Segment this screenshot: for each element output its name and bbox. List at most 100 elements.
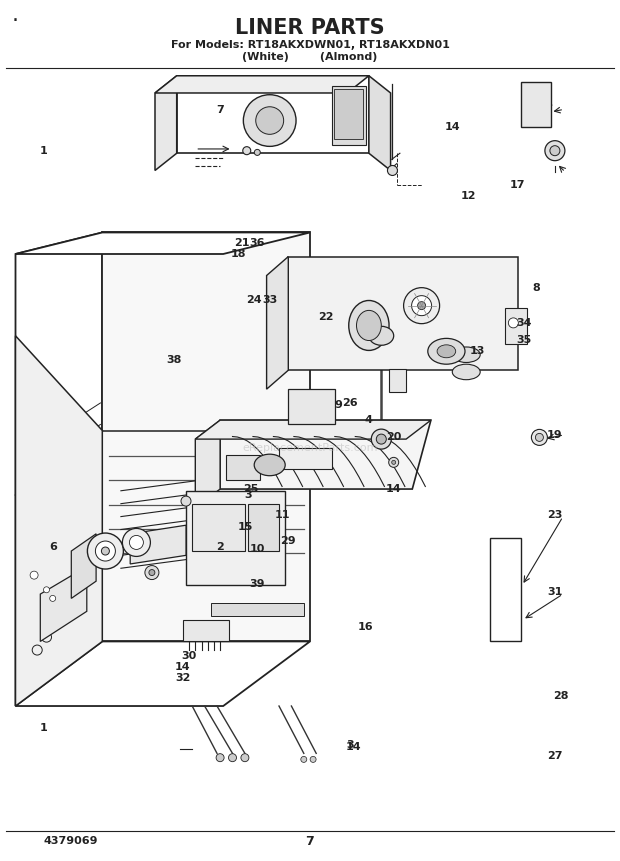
Text: 38: 38 — [166, 355, 181, 365]
Text: 14: 14 — [445, 122, 461, 133]
Circle shape — [371, 429, 391, 449]
Text: 4: 4 — [365, 415, 373, 425]
Circle shape — [43, 587, 50, 592]
Text: 13: 13 — [470, 346, 485, 356]
Bar — [332, 86, 366, 145]
Circle shape — [536, 433, 543, 442]
Text: For Models: RT18AKXDWN01, RT18AKXDN01: For Models: RT18AKXDWN01, RT18AKXDN01 — [170, 40, 450, 50]
Text: 7: 7 — [216, 105, 224, 115]
Ellipse shape — [348, 300, 389, 350]
Text: 23: 23 — [547, 510, 562, 520]
Text: 36: 36 — [249, 238, 265, 248]
Text: (White)        (Almond): (White) (Almond) — [242, 52, 378, 62]
Circle shape — [181, 496, 191, 506]
Text: 10: 10 — [250, 544, 265, 554]
Text: 30: 30 — [182, 651, 197, 661]
Ellipse shape — [356, 311, 381, 341]
Polygon shape — [490, 538, 521, 641]
Polygon shape — [279, 448, 332, 469]
Text: 9: 9 — [334, 400, 342, 410]
Bar — [288, 389, 335, 424]
Text: 32: 32 — [175, 673, 190, 684]
Circle shape — [376, 434, 386, 444]
Circle shape — [531, 430, 547, 445]
Ellipse shape — [369, 326, 394, 345]
Polygon shape — [389, 369, 406, 392]
Circle shape — [149, 570, 155, 575]
Circle shape — [412, 295, 432, 316]
Text: 33: 33 — [262, 294, 277, 305]
Text: 8: 8 — [533, 283, 540, 294]
Polygon shape — [192, 504, 245, 551]
Text: 3: 3 — [347, 740, 354, 750]
Text: 16: 16 — [358, 622, 374, 632]
Circle shape — [30, 571, 38, 579]
Text: 26: 26 — [342, 398, 358, 408]
Text: 14: 14 — [386, 484, 402, 494]
Circle shape — [388, 165, 397, 176]
Text: 2: 2 — [216, 542, 224, 552]
Text: 4379069: 4379069 — [43, 836, 98, 846]
Polygon shape — [155, 76, 369, 93]
Bar — [334, 89, 363, 139]
Text: 24: 24 — [246, 294, 262, 305]
Polygon shape — [155, 76, 177, 170]
Text: 31: 31 — [547, 587, 562, 598]
Text: 19: 19 — [547, 430, 563, 440]
Polygon shape — [16, 232, 102, 706]
Text: eReplacementParts.com: eReplacementParts.com — [242, 443, 378, 453]
Circle shape — [404, 288, 440, 324]
Circle shape — [102, 547, 109, 555]
Polygon shape — [195, 420, 431, 439]
Polygon shape — [16, 641, 310, 706]
Text: 15: 15 — [237, 522, 252, 532]
Text: .: . — [12, 5, 19, 26]
Polygon shape — [186, 491, 285, 585]
Text: 6: 6 — [49, 542, 56, 552]
Circle shape — [389, 457, 399, 468]
Text: 35: 35 — [516, 335, 531, 345]
Ellipse shape — [255, 107, 283, 134]
Circle shape — [95, 541, 115, 561]
Text: 39: 39 — [249, 579, 265, 589]
Polygon shape — [195, 420, 220, 508]
Circle shape — [130, 536, 143, 549]
Circle shape — [254, 150, 260, 155]
Polygon shape — [71, 534, 96, 598]
Ellipse shape — [254, 455, 285, 475]
Circle shape — [241, 753, 249, 762]
Text: 1: 1 — [40, 722, 47, 733]
Text: 25: 25 — [244, 484, 259, 494]
Circle shape — [545, 140, 565, 161]
Ellipse shape — [428, 338, 465, 364]
Ellipse shape — [243, 95, 296, 146]
Circle shape — [87, 533, 123, 569]
Polygon shape — [226, 455, 260, 480]
Polygon shape — [369, 76, 391, 170]
Ellipse shape — [453, 347, 480, 362]
Circle shape — [310, 757, 316, 762]
Circle shape — [392, 461, 396, 464]
Polygon shape — [16, 232, 310, 254]
Polygon shape — [130, 525, 186, 564]
Text: 29: 29 — [280, 536, 296, 546]
Text: 18: 18 — [231, 249, 247, 259]
Text: 17: 17 — [510, 180, 525, 190]
Polygon shape — [183, 620, 229, 641]
Text: 14: 14 — [345, 742, 361, 753]
Text: LINER PARTS: LINER PARTS — [235, 18, 385, 39]
Text: 21: 21 — [234, 238, 249, 248]
Circle shape — [550, 146, 560, 156]
Text: 3: 3 — [244, 490, 252, 500]
Polygon shape — [248, 504, 279, 551]
Text: 28: 28 — [554, 691, 569, 701]
Circle shape — [50, 596, 56, 601]
Text: 22: 22 — [317, 312, 334, 322]
Ellipse shape — [437, 344, 456, 358]
Polygon shape — [267, 257, 288, 389]
Text: 12: 12 — [460, 191, 476, 201]
Circle shape — [418, 301, 425, 310]
Text: 1: 1 — [40, 146, 47, 156]
Circle shape — [373, 324, 389, 339]
Circle shape — [508, 318, 518, 328]
